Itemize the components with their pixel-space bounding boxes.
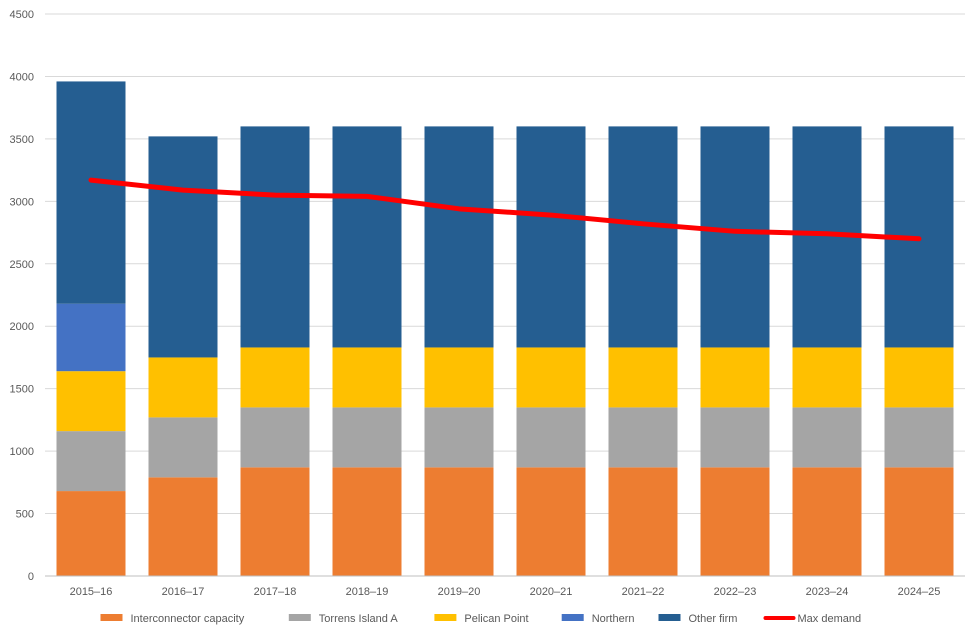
x-tick-label: 2022–23: [714, 586, 757, 598]
bar-segment: [56, 371, 126, 432]
bar-segment: [148, 417, 218, 478]
bar-segment: [332, 407, 402, 468]
legend-label: Torrens Island A: [319, 613, 399, 625]
max-demand-line: [88, 177, 922, 242]
bar-segment: [424, 407, 494, 468]
bar-segment: [332, 126, 402, 348]
bar-segment: [884, 407, 954, 468]
bar-segment: [516, 126, 586, 348]
legend-swatch: [434, 614, 457, 621]
bar-segment: [424, 126, 494, 348]
bar-segment: [148, 477, 218, 576]
legend-label: Interconnector capacity: [131, 613, 245, 625]
bar-segment: [332, 347, 402, 408]
legend-label: Other firm: [689, 613, 738, 625]
bar-segment: [56, 81, 126, 304]
legend-label: Northern: [592, 613, 635, 625]
x-tick-label: 2024–25: [898, 586, 941, 598]
bar-segment: [424, 347, 494, 408]
bar-segment: [792, 407, 862, 468]
y-tick-label: 4500: [10, 9, 34, 21]
bar-segment: [884, 347, 954, 408]
bar-segment: [516, 347, 586, 408]
y-tick-label: 4000: [10, 71, 34, 83]
bar-segment: [516, 467, 586, 576]
bar-segment: [240, 126, 310, 348]
bar-segment: [792, 467, 862, 576]
bar-segment: [148, 136, 218, 358]
bar-segment: [608, 126, 678, 348]
bar-segment: [56, 491, 126, 576]
legend-label: Pelican Point: [464, 613, 528, 625]
y-tick-label: 2500: [10, 259, 34, 271]
y-tick-label: 3500: [10, 134, 34, 146]
y-tick-label: 1500: [10, 384, 34, 396]
x-tick-label: 2019–20: [438, 586, 481, 598]
bar-segment: [148, 357, 218, 418]
legend-swatch: [288, 614, 311, 621]
bar-segment: [240, 407, 310, 468]
x-tick-label: 2018–19: [346, 586, 389, 598]
bar-segment: [608, 347, 678, 408]
x-tick-label: 2017–18: [254, 586, 297, 598]
legend-swatch: [100, 614, 123, 621]
bar-segment: [240, 467, 310, 576]
bar-segment: [56, 431, 126, 492]
x-tick-label: 2021–22: [622, 586, 665, 598]
x-tick-label: 2020–21: [530, 586, 573, 598]
y-tick-label: 1000: [10, 446, 34, 458]
x-tick-label: 2016–17: [162, 586, 205, 598]
x-tick-label: 2015–16: [70, 586, 113, 598]
legend-label: Max demand: [798, 613, 862, 625]
bar-segment: [424, 467, 494, 576]
bar-segment: [700, 467, 770, 576]
bar-segment: [608, 407, 678, 468]
bar-segment: [700, 347, 770, 408]
bar-segment: [792, 347, 862, 408]
y-tick-label: 2000: [10, 321, 34, 333]
bar-segment: [56, 303, 126, 372]
legend-swatch: [658, 614, 681, 621]
bar-segment: [700, 407, 770, 468]
bar-segment: [516, 407, 586, 468]
y-tick-label: 0: [28, 571, 34, 583]
bar-segment: [700, 126, 770, 348]
x-tick-label: 2023–24: [806, 586, 849, 598]
bar-segment: [240, 347, 310, 408]
bar-segment: [884, 467, 954, 576]
y-tick-label: 3000: [10, 196, 34, 208]
bar-segment: [332, 467, 402, 576]
y-tick-label: 500: [16, 509, 34, 521]
legend-swatch: [561, 614, 584, 621]
bar-segment: [608, 467, 678, 576]
